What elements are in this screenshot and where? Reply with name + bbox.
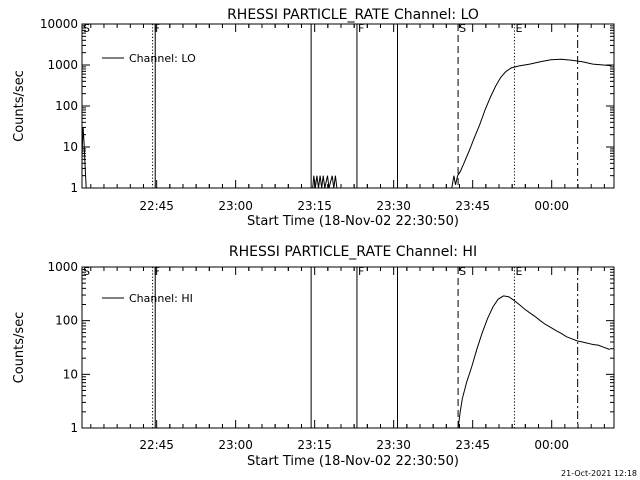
series-line — [457, 295, 610, 429]
y-tick-label: 100 — [55, 314, 78, 328]
event-marker-label: S — [83, 265, 90, 278]
chart-title: RHESSI PARTICLE_RATE Channel: LO — [227, 7, 479, 23]
x-tick-label: 22:45 — [139, 199, 174, 213]
event-marker-label: F — [154, 22, 160, 35]
x-tick-label: 23:45 — [455, 438, 490, 452]
y-tick-label: 100 — [55, 99, 78, 113]
x-tick-label: 23:30 — [376, 438, 411, 452]
event-marker-label: E — [515, 22, 522, 35]
event-marker-label: F — [358, 22, 364, 35]
x-tick-label: 23:15 — [297, 199, 332, 213]
chart-title: RHESSI PARTICLE_RATE Channel: HI — [229, 244, 477, 260]
event-marker-label: S — [83, 22, 90, 35]
y-tick-label: 1000 — [47, 58, 78, 72]
legend-label: Channel: HI — [129, 292, 193, 305]
x-tick-label: 23:45 — [455, 199, 490, 213]
x-tick-label: 00:00 — [534, 199, 569, 213]
y-tick-label: 10 — [63, 367, 78, 381]
y-tick-label: 10 — [63, 140, 78, 154]
y-tick-label: 1 — [70, 181, 78, 195]
event-marker-label: S — [459, 265, 466, 278]
event-marker-label: E — [515, 265, 522, 278]
y-tick-label: 1 — [70, 421, 78, 435]
x-tick-label: 22:45 — [139, 438, 174, 452]
y-axis-label: Counts/sec — [12, 312, 27, 384]
y-axis-label: Counts/sec — [12, 70, 27, 142]
y-tick-label: 1000 — [47, 260, 78, 274]
x-axis-label: Start Time (18-Nov-02 22:30:50) — [247, 454, 459, 469]
event-marker-label: F — [358, 265, 364, 278]
x-axis-label: Start Time (18-Nov-02 22:30:50) — [247, 214, 459, 229]
series-line — [81, 58, 612, 189]
x-tick-label: 23:00 — [218, 199, 253, 213]
footer-timestamp: 21-Oct-2021 12:18 — [561, 469, 637, 478]
y-tick-label: 10000 — [40, 17, 78, 31]
x-tick-label: 23:15 — [297, 438, 332, 452]
x-tick-label: 00:00 — [534, 438, 569, 452]
x-tick-label: 23:00 — [218, 438, 253, 452]
legend-label: Channel: LO — [129, 52, 196, 65]
x-tick-label: 23:30 — [376, 199, 411, 213]
event-marker-label: S — [459, 22, 466, 35]
chart-panel-lo: RHESSI PARTICLE_RATE Channel: LO 1 10 100 10… — [12, 7, 615, 229]
chart-panel-hi: RHESSI PARTICLE_RATE Channel: HI 1 10 100 10… — [12, 244, 615, 469]
event-marker-label: F — [154, 265, 160, 278]
